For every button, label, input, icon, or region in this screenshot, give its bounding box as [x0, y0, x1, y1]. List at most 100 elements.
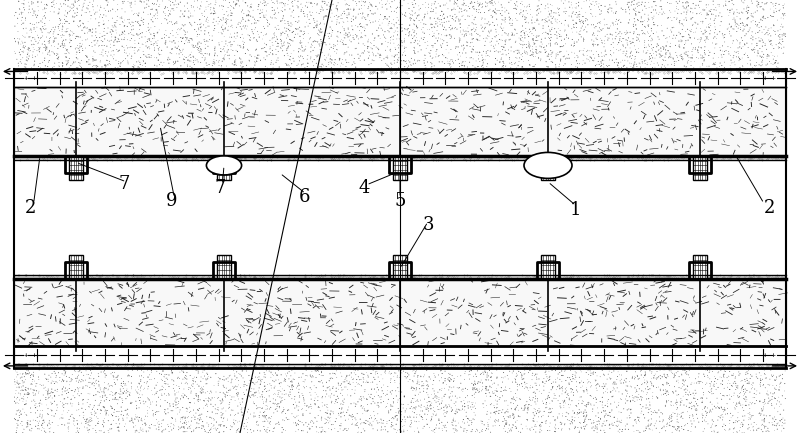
Point — [765, 38, 778, 45]
Point — [436, 36, 449, 43]
Point — [265, 57, 278, 64]
Point — [106, 369, 119, 376]
Point — [591, 404, 604, 411]
Point — [84, 26, 97, 33]
Point — [282, 0, 295, 3]
Point — [50, 407, 63, 414]
Point — [772, 45, 785, 52]
Point — [406, 35, 419, 42]
Point — [60, 13, 73, 20]
Point — [471, 37, 484, 44]
Point — [175, 414, 188, 421]
Point — [689, 423, 702, 430]
Point — [467, 385, 480, 391]
Point — [406, 397, 418, 404]
Point — [482, 19, 495, 26]
Point — [178, 428, 191, 433]
Point — [586, 13, 599, 19]
Point — [441, 408, 454, 415]
Point — [184, 54, 197, 61]
Point — [486, 2, 499, 9]
Point — [638, 23, 651, 30]
Point — [29, 410, 42, 417]
Point — [646, 395, 659, 402]
Point — [325, 44, 338, 51]
Point — [233, 19, 246, 26]
Point — [314, 46, 326, 53]
Point — [147, 410, 160, 417]
Point — [671, 410, 684, 417]
Point — [135, 14, 148, 21]
Point — [179, 31, 192, 38]
Point — [558, 399, 570, 406]
Point — [578, 398, 590, 405]
Point — [99, 62, 112, 69]
Point — [52, 365, 65, 372]
Point — [37, 13, 50, 20]
Point — [65, 1, 78, 8]
Point — [64, 37, 77, 44]
Point — [333, 55, 346, 62]
Point — [428, 62, 441, 69]
Point — [307, 420, 320, 427]
Point — [237, 23, 250, 30]
Point — [668, 383, 681, 390]
Point — [470, 65, 483, 72]
Point — [305, 0, 318, 6]
Point — [479, 390, 492, 397]
Point — [602, 396, 614, 403]
Point — [347, 6, 360, 13]
Point — [206, 414, 218, 421]
Point — [738, 391, 751, 397]
Point — [394, 60, 406, 67]
Point — [477, 61, 490, 68]
Point — [435, 8, 448, 15]
Point — [45, 0, 58, 6]
Point — [253, 414, 266, 421]
Point — [762, 36, 775, 43]
Point — [274, 398, 287, 405]
Point — [366, 395, 379, 402]
Point — [732, 25, 745, 32]
Point — [601, 21, 614, 28]
Point — [364, 0, 377, 7]
Point — [729, 16, 742, 23]
Point — [218, 366, 230, 373]
Point — [75, 64, 88, 71]
Point — [128, 10, 141, 17]
Point — [194, 416, 207, 423]
Point — [463, 31, 476, 38]
Point — [577, 36, 590, 43]
Point — [29, 390, 42, 397]
Point — [284, 65, 297, 71]
Point — [664, 40, 677, 47]
Point — [590, 426, 603, 433]
Point — [30, 24, 43, 31]
Point — [90, 16, 102, 23]
Point — [465, 417, 478, 424]
Point — [250, 421, 263, 428]
Point — [604, 413, 617, 420]
Point — [78, 416, 91, 423]
Point — [683, 27, 696, 34]
Point — [68, 415, 81, 422]
Point — [198, 38, 211, 45]
Point — [348, 363, 361, 370]
Point — [358, 388, 371, 395]
Point — [740, 394, 753, 401]
Point — [379, 13, 392, 20]
Point — [562, 13, 575, 19]
Point — [656, 11, 669, 18]
Point — [86, 55, 99, 62]
Point — [247, 35, 260, 42]
Point — [737, 392, 750, 399]
Point — [298, 10, 310, 17]
Point — [573, 60, 586, 67]
Point — [757, 404, 770, 411]
Point — [587, 29, 600, 36]
Point — [453, 4, 466, 11]
Point — [49, 35, 62, 42]
Point — [361, 362, 374, 369]
Point — [682, 57, 694, 64]
Point — [768, 385, 781, 391]
